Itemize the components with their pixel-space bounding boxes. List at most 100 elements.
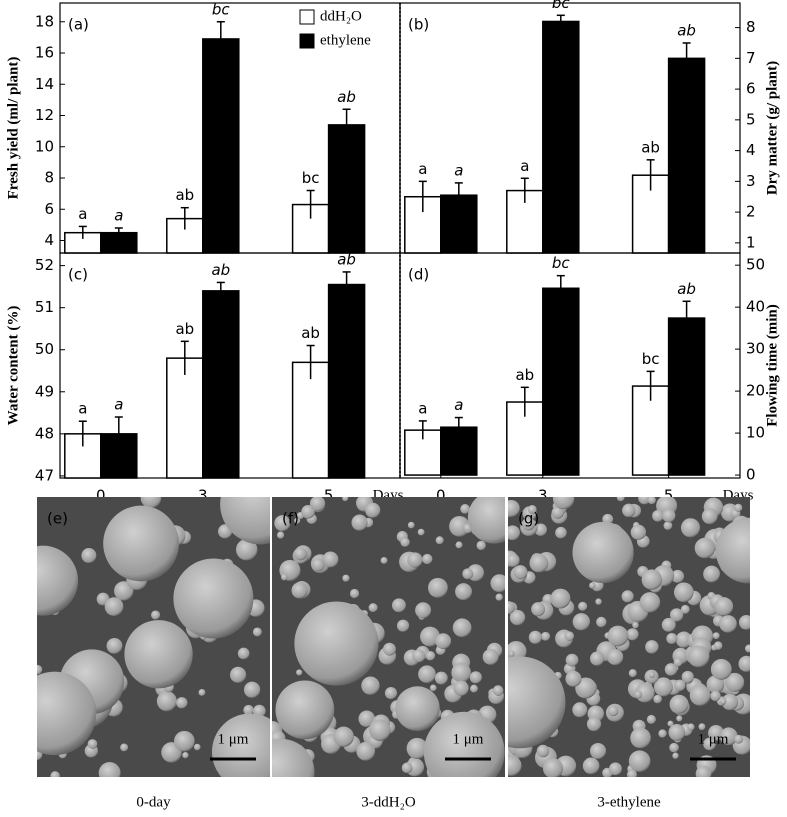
granule (680, 518, 701, 538)
granule (550, 588, 571, 609)
significance-letter: a (114, 207, 123, 225)
significance-letter: ab (677, 21, 696, 39)
y-tick-label: 40 (746, 298, 765, 316)
granule (395, 686, 440, 731)
granule (572, 702, 588, 718)
granule (578, 601, 588, 611)
granule (235, 538, 258, 561)
y-tick-label: 51 (35, 298, 54, 316)
significance-letter: ab (301, 324, 320, 342)
granule (293, 547, 307, 561)
granule (609, 762, 622, 776)
panel-label: (b) (408, 16, 429, 34)
y-tick-label: 52 (35, 256, 54, 274)
granule (710, 658, 732, 680)
granule (492, 685, 504, 696)
granule (476, 540, 486, 551)
granule (467, 497, 505, 544)
granule (380, 557, 388, 564)
image-caption: 3-ethylene (597, 794, 661, 810)
granule (294, 517, 301, 524)
granule (176, 697, 188, 709)
granule (694, 537, 716, 559)
granule (521, 517, 535, 531)
bar (202, 38, 240, 254)
error-bar (216, 281, 225, 300)
granule (720, 698, 727, 705)
granule (621, 590, 634, 603)
significance-letter: bc (212, 0, 231, 18)
significance-letter: ab (175, 320, 194, 338)
granule (701, 508, 718, 525)
granule (648, 671, 655, 679)
scale-label: 1 μm (218, 731, 249, 747)
granule (725, 672, 745, 693)
granule (453, 680, 469, 696)
x-tick-label: 5 (324, 487, 334, 505)
legend-label: ddH₂O (320, 8, 362, 24)
error-bar (556, 274, 565, 301)
granule (658, 729, 667, 738)
y-axis-label: Dry matter (g/ plant) (764, 61, 780, 195)
granule (281, 573, 288, 581)
significance-letter: bc (302, 169, 320, 187)
granule (641, 569, 663, 590)
granule (243, 681, 261, 698)
granule (365, 502, 381, 518)
granule (673, 582, 694, 603)
granule (198, 689, 206, 696)
granule (252, 627, 262, 637)
granule (508, 656, 566, 749)
granule (680, 604, 690, 614)
error-bar (342, 108, 351, 141)
y-tick-label: 16 (35, 44, 54, 62)
granule (311, 558, 325, 572)
significance-letter: bc (642, 350, 660, 368)
granule (671, 569, 685, 583)
significance-letter: a (418, 399, 427, 417)
granule (647, 497, 656, 505)
granule (274, 515, 291, 532)
granule (230, 666, 247, 683)
granule (663, 521, 673, 530)
granule (407, 552, 423, 568)
y-axis-label: Flowing time (min) (764, 304, 780, 426)
panel-label: (d) (408, 266, 429, 284)
bar (542, 20, 580, 254)
y-tick-label: 1 (746, 233, 756, 251)
significance-letter: bc (552, 254, 571, 272)
granule (87, 739, 98, 749)
granule (333, 726, 354, 747)
granule (508, 601, 515, 614)
granule (455, 583, 473, 601)
granule (565, 670, 582, 687)
error-bar (342, 271, 351, 298)
granule (81, 547, 97, 564)
y-tick-label: 18 (35, 12, 54, 30)
granule (406, 737, 428, 759)
granule (634, 690, 642, 699)
granule (703, 565, 720, 583)
granule (482, 648, 499, 665)
granule (687, 723, 695, 731)
significance-letter: a (418, 160, 427, 178)
granule (361, 676, 380, 695)
significance-letter: a (520, 157, 529, 175)
granule (653, 677, 673, 697)
granule (607, 649, 624, 666)
granule (237, 647, 250, 660)
bar (100, 433, 138, 479)
bar (542, 287, 580, 476)
error-bar (78, 225, 87, 239)
granule (638, 497, 652, 505)
granule (734, 503, 743, 512)
granule (586, 716, 602, 732)
granule (719, 727, 738, 746)
granule (174, 730, 195, 752)
scale-label: 1 μm (453, 731, 484, 747)
granule (342, 574, 350, 582)
granule (508, 650, 515, 657)
error-bar (114, 227, 123, 238)
granule (628, 669, 637, 678)
